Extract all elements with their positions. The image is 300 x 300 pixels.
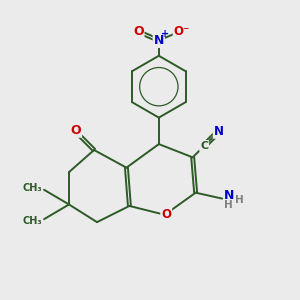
Text: O: O (133, 25, 143, 38)
Text: O: O (70, 124, 81, 137)
Text: N: N (214, 125, 224, 138)
Text: H: H (224, 200, 233, 210)
Text: N: N (224, 189, 235, 202)
Text: +: + (161, 29, 170, 39)
Text: C: C (200, 141, 208, 151)
Text: N: N (154, 34, 164, 47)
Text: H: H (236, 195, 244, 205)
Text: O⁻: O⁻ (174, 25, 190, 38)
Text: CH₃: CH₃ (23, 183, 43, 193)
Text: CH₃: CH₃ (23, 216, 43, 226)
Text: O: O (161, 208, 171, 221)
